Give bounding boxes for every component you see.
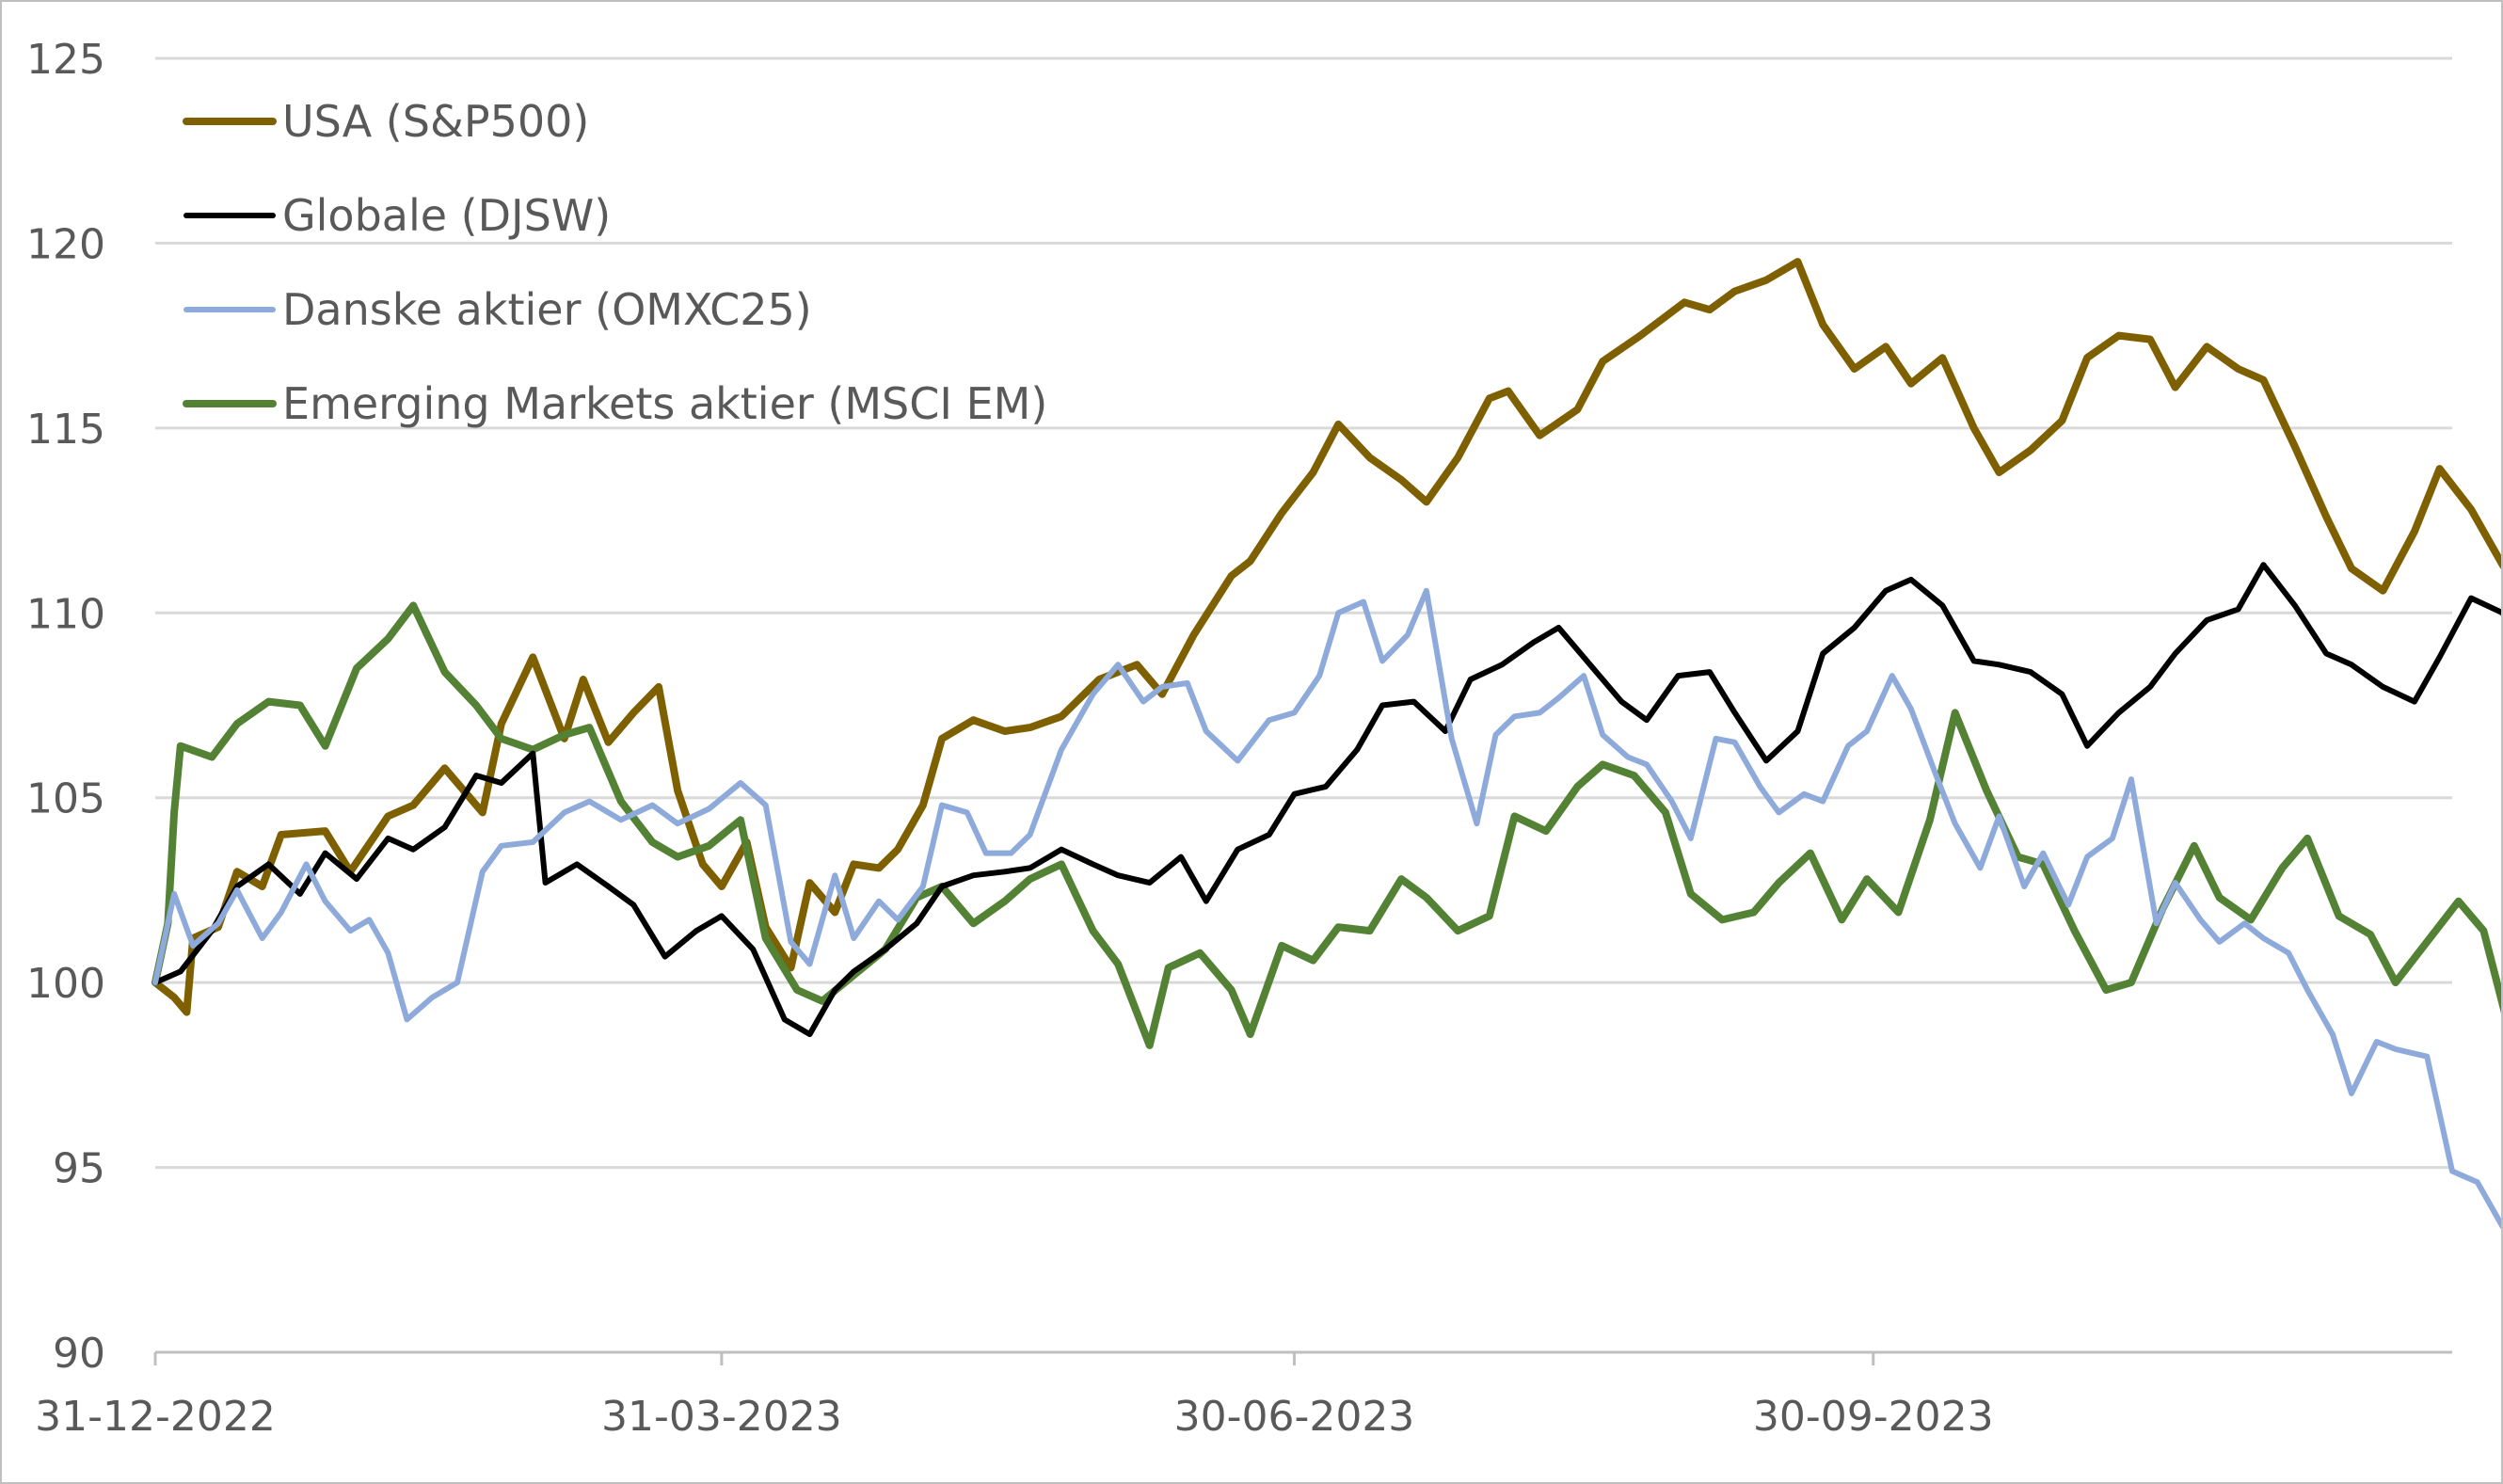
legend-label: Emerging Markets aktier (MSCI EM) (282, 378, 1047, 429)
y-tick-label: 90 (53, 1330, 105, 1378)
y-axis: 90 95 100 105 110 115 120 125 (26, 36, 105, 1378)
legend-label: USA (S&P500) (282, 96, 589, 147)
series-line-0 (151, 258, 2501, 1016)
y-tick-label: 95 (53, 1145, 105, 1193)
x-tick-label: 30-09-2023 (1753, 1393, 1994, 1441)
y-tick-label: 110 (26, 590, 105, 638)
series-lines (151, 258, 2501, 1229)
x-axis: 31-12-2022 31-03-2023 30-06-2023 30-09-2023 (35, 1350, 2452, 1441)
y-tick-label: 105 (26, 775, 105, 823)
legend: USA (S&P500) Globale (DJSW) Danske aktier … (183, 96, 1047, 429)
x-tick-label: 31-12-2022 (35, 1393, 276, 1441)
series-line-2 (152, 587, 2501, 1229)
x-tick-label: 31-03-2023 (601, 1393, 842, 1441)
series-line-3 (151, 601, 2501, 1049)
series-line-1 (152, 562, 2501, 1038)
y-tick-label: 120 (26, 220, 105, 268)
legend-label: Danske aktier (OMXC25) (282, 284, 812, 335)
y-tick-label: 125 (26, 36, 105, 84)
legend-label: Globale (DJSW) (282, 190, 611, 241)
x-tick-label: 30-06-2023 (1174, 1393, 1415, 1441)
y-tick-label: 100 (26, 960, 105, 1008)
y-tick-label: 115 (26, 406, 105, 454)
